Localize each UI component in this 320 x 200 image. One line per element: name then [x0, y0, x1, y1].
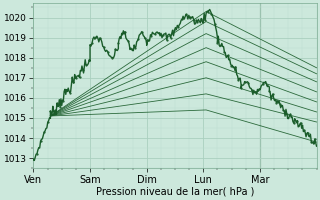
X-axis label: Pression niveau de la mer( hPa ): Pression niveau de la mer( hPa ) — [96, 187, 254, 197]
